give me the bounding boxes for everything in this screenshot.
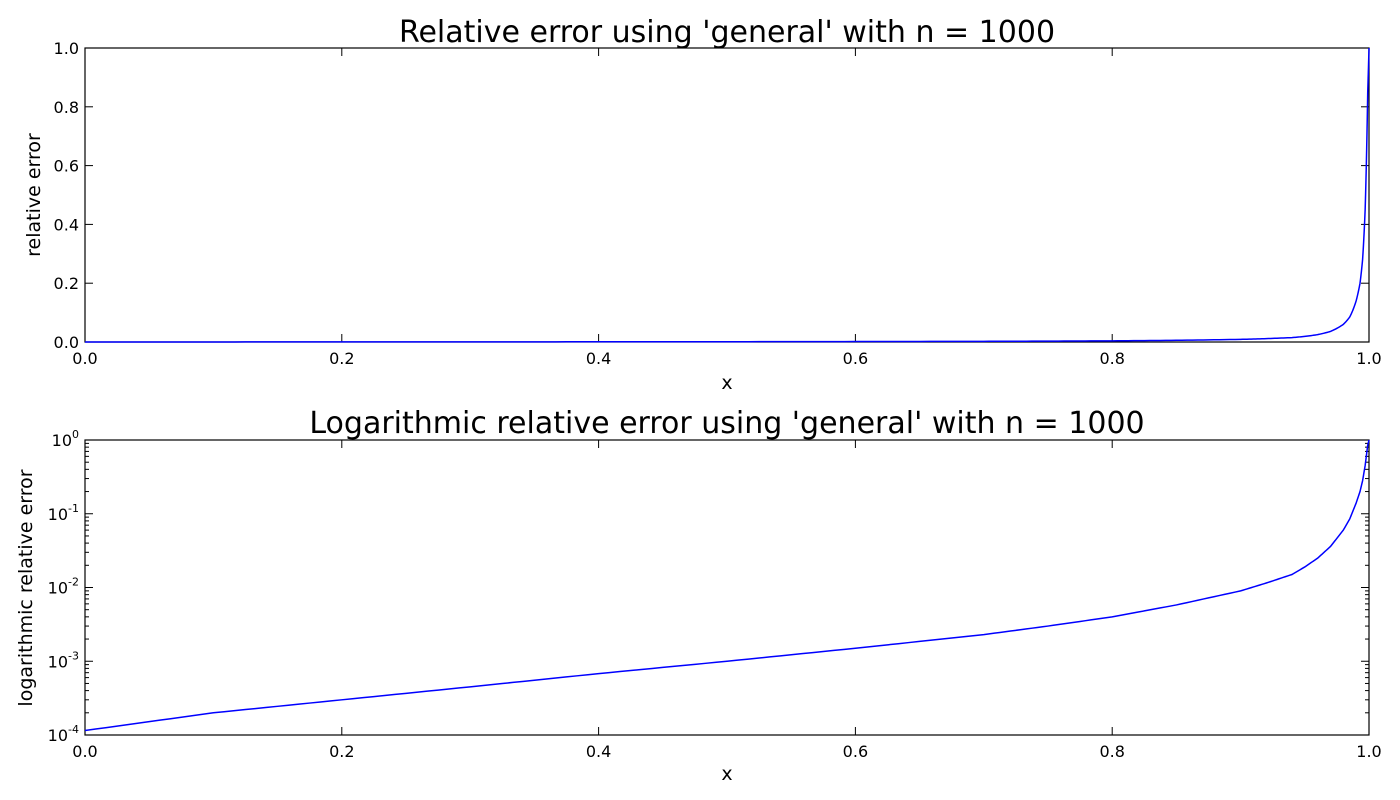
x-tick-label: 1.0 [1356,742,1381,761]
y-tick-label: 0.2 [54,274,79,293]
axis-ticks [84,439,1370,736]
y-tick-labels: 0.0 0.2 0.4 0.6 0.8 1.0 [54,39,79,352]
x-tick-label: 0.8 [1099,742,1124,761]
x-tick-label: 0.4 [586,742,611,761]
chart-title: Relative error using 'general' with n = … [399,15,1055,50]
y-tick-label: 0.8 [54,98,79,117]
chart-title: Logarithmic relative error using 'genera… [309,406,1144,441]
x-tick-label: 0.6 [843,349,868,368]
y-axis-label: relative error [23,133,45,257]
y-tick-label: 0.4 [54,215,79,234]
plot-frame [84,47,1370,343]
plot-frame [84,439,1370,736]
x-tick-label: 0.2 [329,349,354,368]
y-tick-label: 0.0 [54,333,79,352]
x-tick-label: 0.0 [72,742,97,761]
log-relative-error-chart: Logarithmic relative error using 'genera… [15,406,1382,785]
x-axis-label: x [721,763,732,785]
x-tick-label: 0.2 [329,742,354,761]
x-tick-label: 1.0 [1356,349,1381,368]
x-tick-label: 0.6 [843,742,868,761]
y-tick-label: 100 [52,428,79,450]
relative-error-chart: Relative error using 'general' with n = … [23,15,1382,394]
x-tick-label: 0.4 [586,349,611,368]
y-tick-labels: 10-4 10-3 10-2 10-1 100 [48,428,79,745]
y-tick-label: 1.0 [54,39,79,58]
x-axis-label: x [721,372,732,394]
log-relative-error-line [84,439,1370,732]
y-axis-label: logarithmic relative error [15,469,37,706]
y-tick-label: 10-4 [48,723,79,745]
x-tick-labels: 0.0 0.2 0.4 0.6 0.8 1.0 [72,349,1381,368]
x-tick-label: 0.8 [1099,349,1124,368]
axis-ticks [84,47,1370,343]
x-tick-labels: 0.0 0.2 0.4 0.6 0.8 1.0 [72,742,1381,761]
y-tick-label: 10-3 [48,649,79,671]
y-tick-label: 0.6 [54,157,79,176]
y-tick-label: 10-2 [48,576,79,598]
relative-error-line [85,47,1370,343]
x-tick-label: 0.0 [72,349,97,368]
y-tick-label: 10-1 [48,502,79,524]
